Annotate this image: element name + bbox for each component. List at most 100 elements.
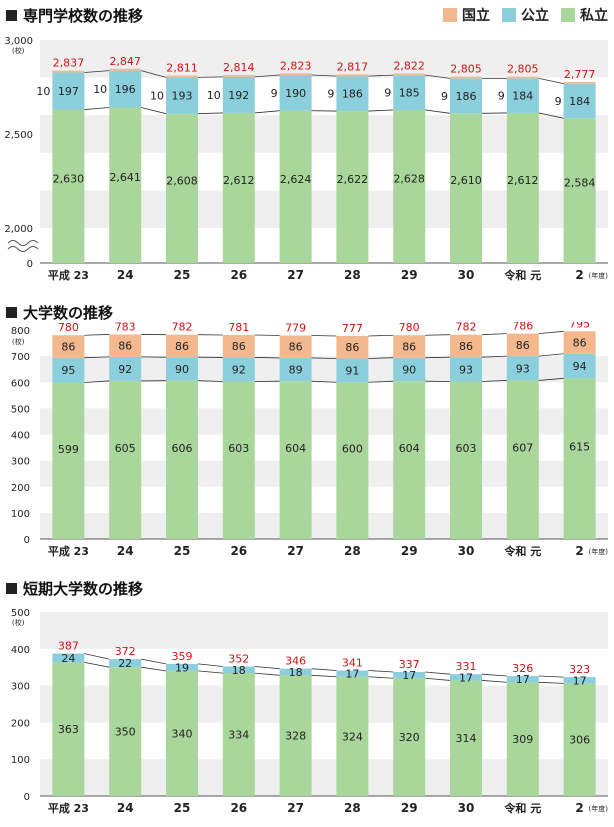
x-tick-label: 2 (575, 268, 583, 282)
bar-public (506, 78, 539, 113)
data-label-national: 10 (150, 90, 164, 103)
connector-line (481, 355, 507, 358)
y-tick-label: 500 (11, 404, 30, 415)
data-label-public: 17 (516, 673, 530, 686)
data-label-total: 780 (399, 322, 420, 334)
bar-national (450, 334, 482, 358)
y-tick-label: 200 (11, 483, 30, 494)
y-tick-label: 200 (11, 718, 30, 729)
bar-national (506, 333, 539, 357)
data-label-public: 192 (228, 89, 249, 102)
data-label-private: 599 (58, 443, 79, 456)
title-vocational-text: 専門学校数の推移 (23, 7, 144, 25)
x-tick-label: 平成 23 (48, 801, 89, 815)
data-label-public: 93 (459, 363, 473, 376)
data-label-private: 2,612 (507, 174, 539, 187)
x-tick-label: 2 (575, 544, 583, 558)
data-label-national: 86 (459, 340, 473, 353)
data-label-total: 2,814 (223, 61, 255, 74)
data-label-public: 17 (573, 674, 587, 687)
data-label-total: 777 (342, 322, 363, 335)
data-label-total: 2,817 (337, 60, 369, 73)
data-label-private: 600 (342, 443, 363, 456)
data-label-national: 10 (207, 89, 221, 102)
data-label-total: 782 (172, 322, 193, 334)
legend-swatch-private-icon (561, 8, 575, 22)
x-tick-label: 24 (117, 268, 134, 282)
connector-line (197, 663, 223, 667)
bar-national (109, 68, 142, 71)
data-label-private: 324 (342, 730, 363, 743)
data-label-private: 314 (456, 732, 477, 745)
data-label-total: 781 (228, 322, 249, 334)
connector-line (538, 77, 564, 85)
connector-line (141, 107, 167, 115)
y-tick-label: 0 (24, 535, 30, 546)
bar-public (393, 75, 426, 110)
bar-private (52, 382, 85, 539)
bar-private (166, 113, 198, 263)
data-label-total: 323 (569, 663, 590, 676)
y-tick-label: 3,000 (4, 36, 33, 47)
connector-line (84, 356, 110, 359)
bar-national (52, 70, 85, 73)
bar-private (563, 683, 596, 796)
data-label-private: 309 (512, 733, 533, 746)
connector-line (481, 673, 507, 677)
junior-college-chart: 5004003002001000(校)363243873502237234019… (11, 608, 608, 815)
x-tick-label: 28 (344, 544, 361, 558)
data-label-public: 18 (232, 664, 246, 677)
connector-line (84, 334, 110, 336)
data-label-national: 9 (327, 88, 334, 101)
data-label-national: 86 (61, 340, 75, 353)
connector-line (368, 334, 394, 337)
bar-private (393, 109, 426, 263)
bar-public (222, 357, 255, 382)
data-label-private: 603 (228, 442, 249, 455)
connector-line (197, 76, 223, 78)
data-label-private: 2,624 (280, 173, 312, 186)
bar-private (563, 118, 596, 263)
y-tick-label: 300 (11, 682, 30, 693)
data-label-public: 186 (456, 90, 477, 103)
bar-private (450, 381, 482, 539)
data-label-public: 184 (512, 90, 533, 103)
x-tick-label: 29 (401, 801, 418, 815)
bar-national (222, 74, 255, 77)
data-label-total: 387 (58, 640, 79, 653)
connector-line (481, 680, 507, 683)
data-label-public: 184 (569, 95, 590, 108)
data-label-national: 86 (118, 340, 132, 353)
title-square-icon (6, 583, 17, 594)
data-label-total: 780 (58, 322, 79, 334)
data-label-total: 2,847 (109, 55, 141, 68)
data-label-public: 19 (175, 661, 189, 674)
bar-private (222, 381, 255, 539)
connector-line (311, 335, 337, 337)
data-label-private: 607 (512, 442, 533, 455)
bar-national (506, 76, 539, 79)
bar-public (393, 357, 426, 382)
connector-line (425, 334, 451, 336)
bar-public (166, 663, 198, 671)
bar-national (393, 73, 426, 76)
legend-label-private: 私立 (580, 8, 608, 24)
data-label-private: 2,608 (166, 174, 198, 187)
y-tick-label: 2,000 (4, 224, 33, 235)
data-label-public: 95 (61, 364, 75, 377)
data-label-private: 605 (115, 442, 136, 455)
data-label-total: 782 (456, 322, 477, 334)
data-label-private: 606 (172, 442, 193, 455)
data-label-public: 90 (402, 363, 416, 376)
data-label-national: 86 (232, 340, 246, 353)
data-label-total: 341 (342, 657, 363, 670)
y-tick-label: 0 (24, 792, 30, 803)
data-label-public: 90 (175, 363, 189, 376)
bar-public (336, 670, 369, 677)
data-label-total: 331 (456, 660, 477, 673)
x-tick-label: 28 (344, 801, 361, 815)
data-label-total: 786 (512, 322, 533, 333)
bar-public (336, 76, 369, 112)
data-label-national: 86 (289, 341, 303, 354)
y-unit-label: (校) (12, 46, 25, 55)
